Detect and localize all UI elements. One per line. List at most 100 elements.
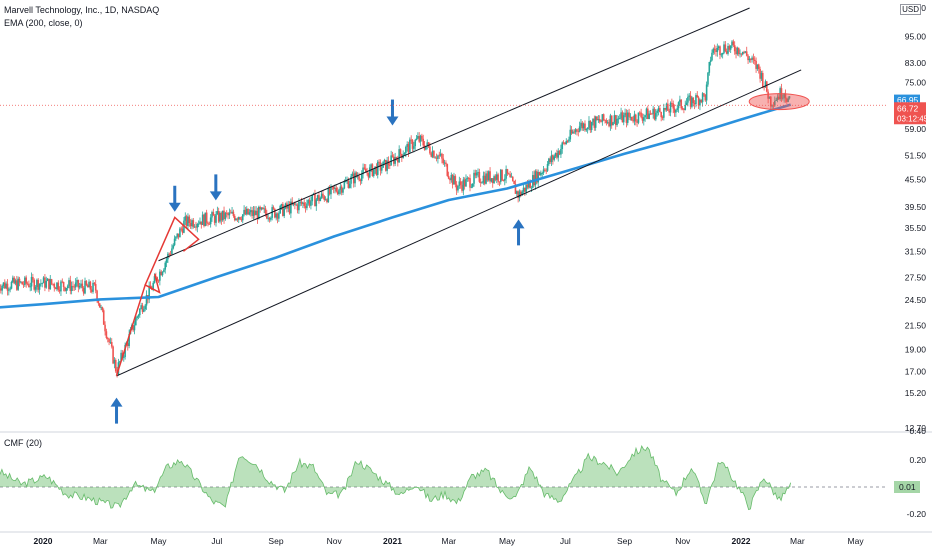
candle-body	[514, 183, 517, 194]
candle-body	[179, 228, 181, 238]
channel-lower-line[interactable]	[116, 69, 802, 377]
candle-body	[227, 213, 229, 216]
candle-body	[276, 213, 279, 219]
arrow-up-icon[interactable]	[512, 219, 525, 246]
candle-body	[399, 149, 402, 155]
candle-body	[585, 128, 588, 131]
pennant-drawing[interactable]	[144, 216, 200, 286]
candle-body	[633, 114, 636, 122]
candle-body	[4, 282, 6, 289]
channel-upper-line[interactable]	[158, 7, 750, 262]
candle-body	[367, 172, 370, 178]
candle-body	[352, 173, 355, 184]
candle-body	[564, 142, 566, 145]
candle-body	[58, 289, 61, 292]
candle-body	[687, 96, 689, 103]
arrow-up-icon[interactable]	[110, 397, 123, 424]
candle-body	[680, 99, 683, 109]
candle-body	[713, 48, 716, 51]
candle-body	[574, 129, 577, 133]
candle-body	[513, 180, 515, 184]
candle-body	[753, 59, 756, 61]
candle-body	[120, 352, 122, 362]
currency-unit-label[interactable]: USD	[900, 4, 921, 15]
candle-body	[407, 144, 410, 153]
candle-body	[626, 112, 629, 123]
candle-body	[90, 289, 93, 292]
candle-body	[240, 219, 243, 221]
candle-body	[708, 62, 711, 73]
candle-body	[556, 152, 558, 158]
candle-body	[302, 202, 304, 204]
candle-body	[546, 164, 549, 171]
highlight-ellipse[interactable]	[748, 93, 810, 111]
candle-body	[299, 201, 302, 203]
candle-body	[461, 184, 463, 191]
candle-body	[483, 175, 486, 184]
candle-body	[764, 81, 767, 87]
candle-body	[171, 248, 173, 254]
candle-body	[457, 185, 459, 191]
candle-body	[133, 325, 136, 331]
candle-body	[569, 129, 572, 140]
candle-body	[669, 102, 672, 113]
candle-body	[247, 208, 249, 215]
candle-body	[458, 181, 461, 186]
candle-body	[592, 118, 594, 122]
candle-body	[763, 86, 765, 88]
candle-body	[732, 41, 735, 46]
price-axis-tick-label: 27.50	[905, 273, 927, 283]
candle-body	[161, 271, 164, 276]
candle-body	[487, 171, 490, 181]
candle-body	[362, 167, 364, 175]
time-axis-tick-label: 2021	[383, 536, 402, 546]
candle-body	[644, 115, 646, 118]
candle-body	[549, 158, 552, 162]
candle-body	[334, 187, 336, 189]
candle-body	[207, 222, 209, 225]
candle-body	[105, 331, 108, 338]
candle-body	[56, 282, 58, 290]
candle-body	[727, 45, 729, 54]
candle-body	[233, 215, 236, 221]
candle-body	[450, 174, 453, 181]
candle-body	[8, 289, 10, 291]
arrow-down-icon[interactable]	[386, 99, 399, 126]
candle-body	[255, 210, 257, 216]
pennant-drawing[interactable]	[115, 274, 161, 377]
candle-body	[693, 103, 696, 105]
candle-body	[21, 281, 23, 285]
candle-body	[199, 221, 201, 224]
candle-body	[128, 334, 130, 347]
candle-body	[410, 139, 412, 141]
time-axis-tick-label: Sep	[268, 536, 283, 546]
candle-body	[493, 176, 495, 183]
arrow-down-icon[interactable]	[209, 174, 222, 201]
candle-body	[197, 223, 200, 225]
candle-body	[784, 94, 787, 99]
candle-body	[477, 171, 479, 173]
candle-body	[92, 282, 94, 292]
candle-body	[453, 176, 455, 185]
candle-body	[637, 112, 640, 123]
candle-body	[6, 283, 9, 291]
arrow-down-icon[interactable]	[168, 185, 181, 212]
candle-body	[110, 342, 113, 347]
candle-body	[505, 169, 507, 179]
candle-body	[636, 121, 638, 123]
candle-body	[667, 103, 669, 111]
candle-body	[370, 164, 372, 168]
candle-body	[630, 116, 633, 121]
price-axis-tick-label: 12.70	[905, 423, 927, 433]
candle-body	[86, 285, 89, 288]
candle-body	[308, 200, 311, 206]
candle-body	[57, 282, 60, 290]
candle-body	[691, 97, 693, 107]
candle-body	[311, 194, 314, 202]
candle-body	[442, 158, 445, 164]
candle-body	[624, 112, 626, 116]
cmf-area	[0, 446, 791, 510]
candle-body	[219, 212, 221, 222]
candle-body	[769, 96, 772, 107]
